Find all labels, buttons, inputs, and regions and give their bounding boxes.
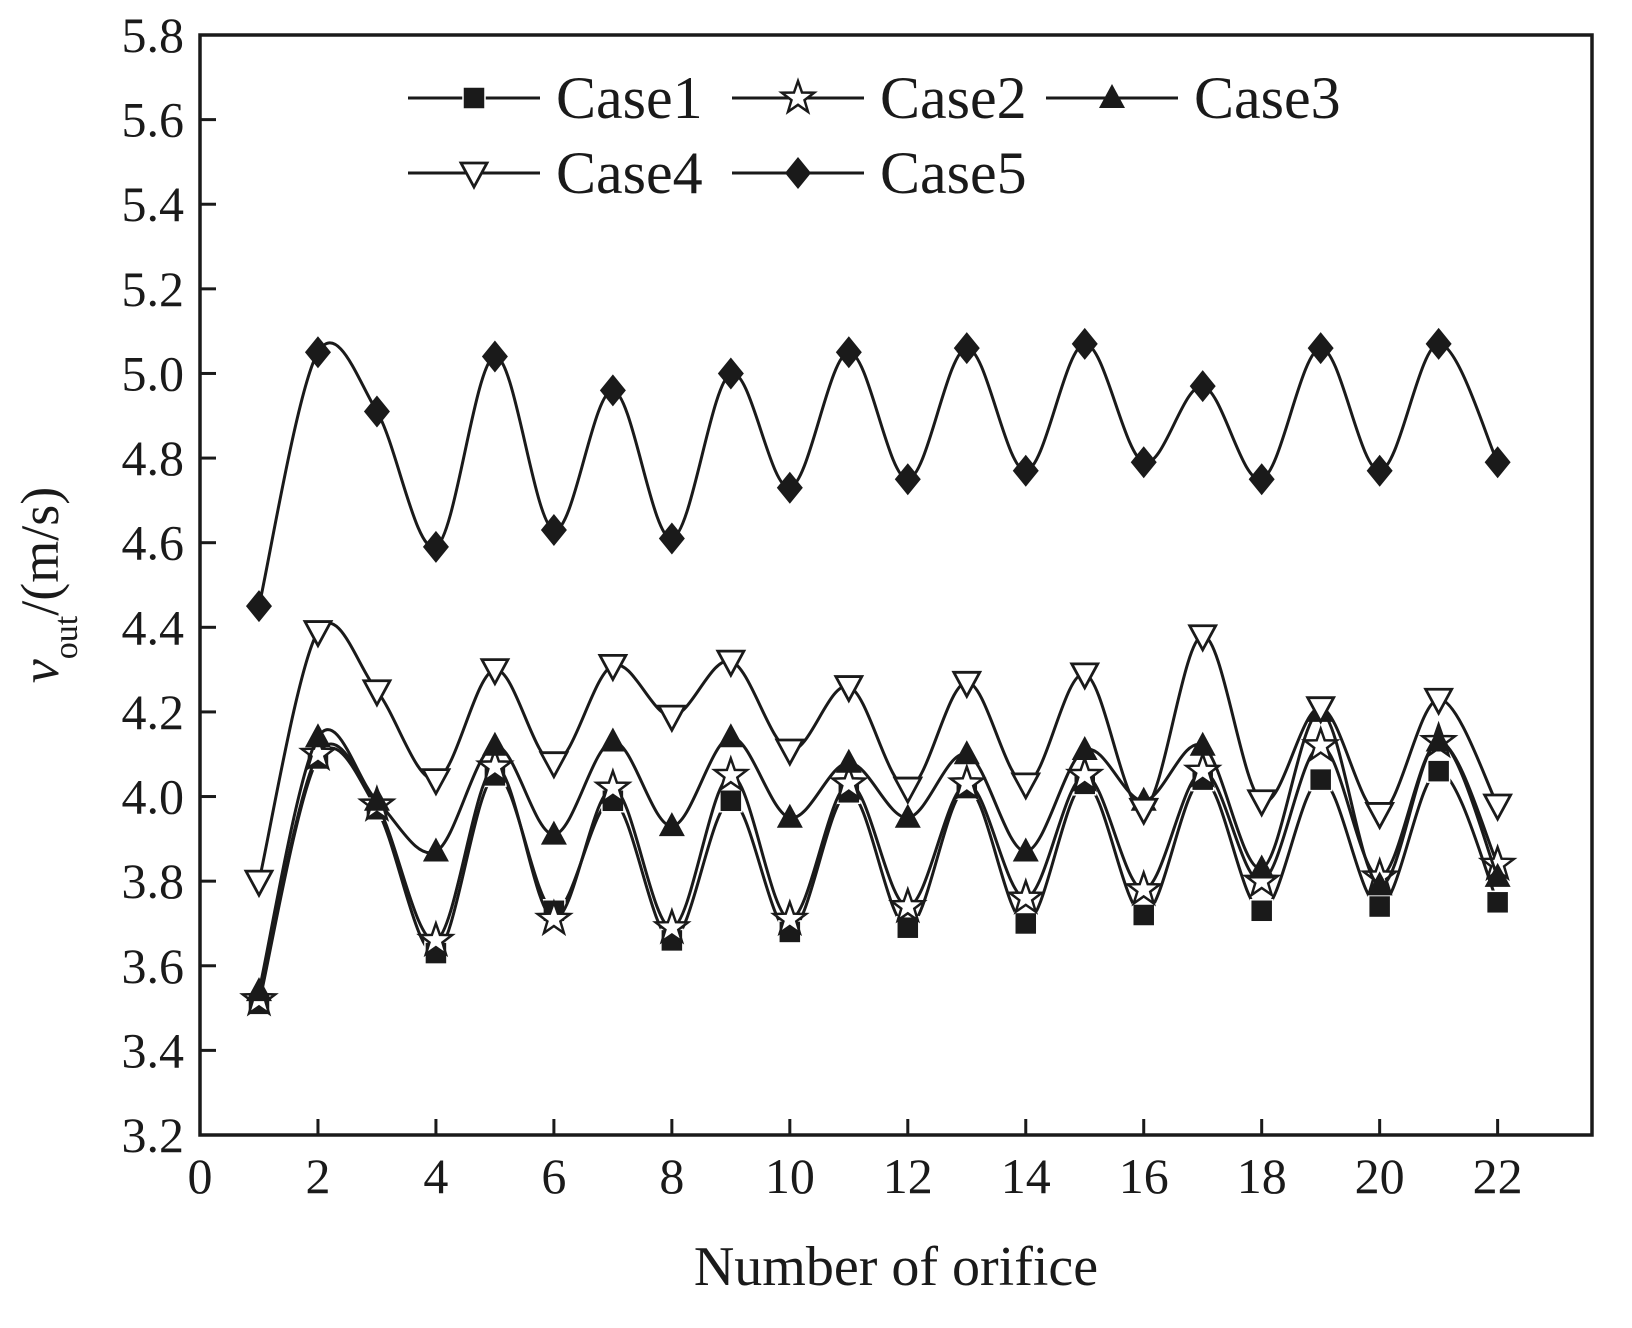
x-axis-label: Number of orifice <box>694 1236 1098 1298</box>
legend-entry-case3: Case3 <box>1046 65 1341 131</box>
x-tick-label: 20 <box>1355 1148 1405 1204</box>
x-tick-label: 18 <box>1237 1148 1287 1204</box>
y-tick-label: 3.2 <box>122 1107 185 1163</box>
axes: 0 2 4 6 8 10 12 14 16 18 20 22 3.2 3.4 3.6 3.8 4.0 4.2 4.4… <box>10 7 1594 1298</box>
x-tick-label: 16 <box>1119 1148 1169 1204</box>
x-tick-label: 22 <box>1473 1148 1523 1204</box>
y-tick-label: 4.8 <box>122 430 185 486</box>
legend: Case1 Case2 Case3 Case4 Case5 <box>408 65 1341 206</box>
series-case2 <box>239 720 1518 1017</box>
y-tick-label: 4.0 <box>122 769 185 825</box>
x-tick-label: 2 <box>305 1148 330 1204</box>
y-tick-label: 5.4 <box>122 176 185 232</box>
x-tick-label: 10 <box>765 1148 815 1204</box>
y-tick-label: 5.6 <box>122 92 185 148</box>
y-tick-label: 4.6 <box>122 515 185 571</box>
y-tick-label: 3.4 <box>122 1022 185 1078</box>
x-tick-label: 8 <box>659 1148 684 1204</box>
x-tick-label: 0 <box>188 1148 213 1204</box>
legend-entry-case1: Case1 <box>408 65 703 131</box>
series-case5 <box>245 327 1511 623</box>
y-tick-label: 5.0 <box>122 345 185 401</box>
y-tick-label: 5.2 <box>122 261 185 317</box>
legend-entry-case4: Case4 <box>408 140 703 206</box>
y-tick-label: 4.2 <box>122 684 185 740</box>
legend-label: Case5 <box>880 140 1027 206</box>
y-axis-label: vout/(m/s) <box>10 487 85 683</box>
x-tick-label: 14 <box>1001 1148 1051 1204</box>
legend-label: Case4 <box>556 140 703 206</box>
series-case4 <box>243 620 1513 899</box>
x-tick-label: 4 <box>423 1148 448 1204</box>
y-tick-label: 4.4 <box>122 599 185 655</box>
legend-label: Case2 <box>880 65 1027 131</box>
legend-entry-case5: Case5 <box>732 140 1027 206</box>
x-tick-label: 6 <box>541 1148 566 1204</box>
legend-label: Case1 <box>556 65 703 131</box>
legend-entry-case2: Case2 <box>732 65 1027 131</box>
legend-label: Case3 <box>1194 65 1341 131</box>
y-tick-label: 5.8 <box>122 7 185 63</box>
x-tick-label: 12 <box>883 1148 933 1204</box>
y-tick-label: 3.8 <box>122 853 185 909</box>
y-tick-label: 3.6 <box>122 938 185 994</box>
